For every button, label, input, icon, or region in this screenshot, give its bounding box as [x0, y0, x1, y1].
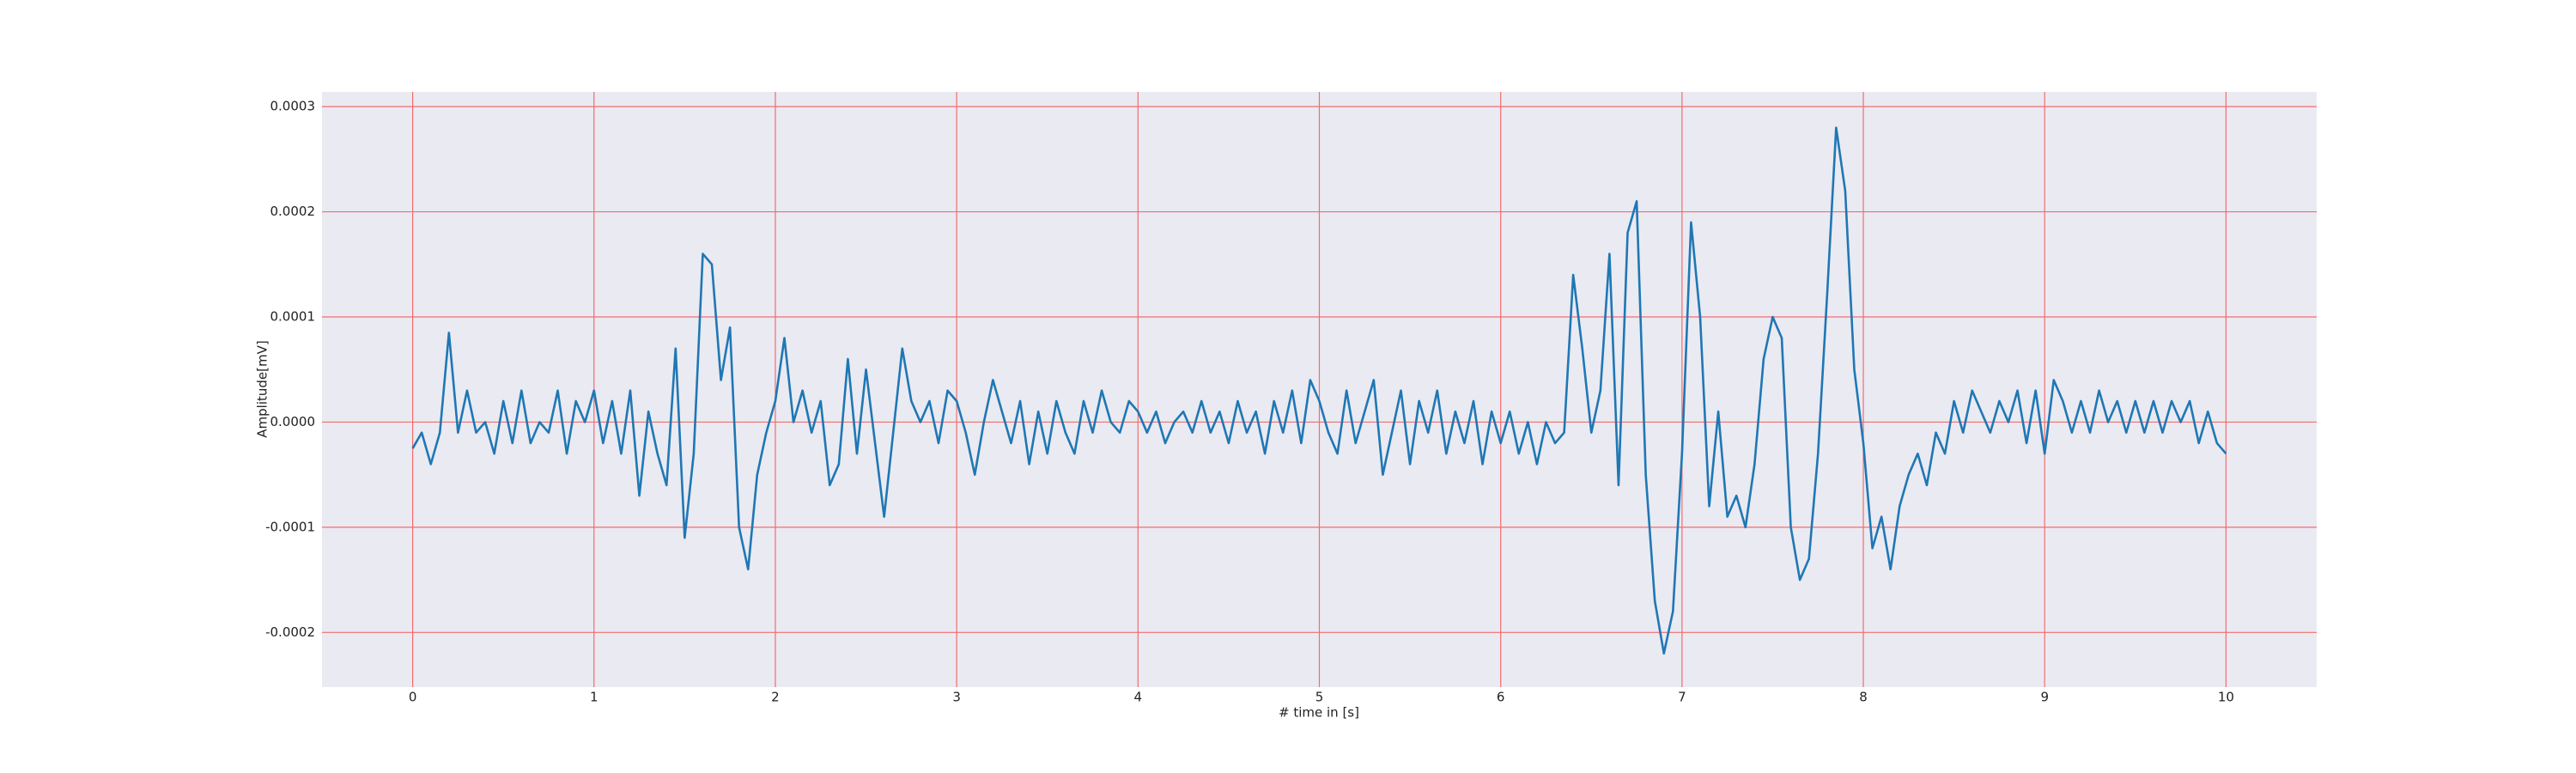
x-tick-label: 5: [1315, 690, 1324, 705]
x-axis-label: # time in [s]: [1279, 705, 1359, 721]
y-tick-label: 0.0001: [270, 309, 316, 325]
y-tick-label: 0.0002: [270, 204, 316, 219]
x-tick-label: 1: [590, 690, 598, 705]
x-tick-label: 6: [1497, 690, 1505, 705]
y-tick-label: 0.0000: [270, 414, 316, 429]
y-tick-label: -0.0002: [265, 624, 315, 640]
y-tick-label: 0.0003: [270, 99, 316, 114]
y-tick-label: -0.0001: [265, 519, 315, 534]
x-tick-label: 0: [409, 690, 417, 705]
x-tick-label: 7: [1678, 690, 1686, 705]
x-tick-label: 3: [952, 690, 961, 705]
ticks: 0 1 2 3 4 5 6 7 8 9 10 -0.0002 -0.0001 0.0000 0.0001 0.…: [265, 99, 2234, 705]
grid: [322, 92, 2317, 687]
x-tick-label: 8: [1859, 690, 1868, 705]
lines: [411, 126, 2227, 655]
x-tick-label: 9: [2040, 690, 2049, 705]
x-tick-label: 10: [2218, 690, 2234, 705]
x-tick-label: 2: [771, 690, 780, 705]
signal-line: [411, 126, 2227, 655]
y-axis-label: Amplitude[mV]: [255, 340, 270, 437]
x-tick-label: 4: [1134, 690, 1143, 705]
